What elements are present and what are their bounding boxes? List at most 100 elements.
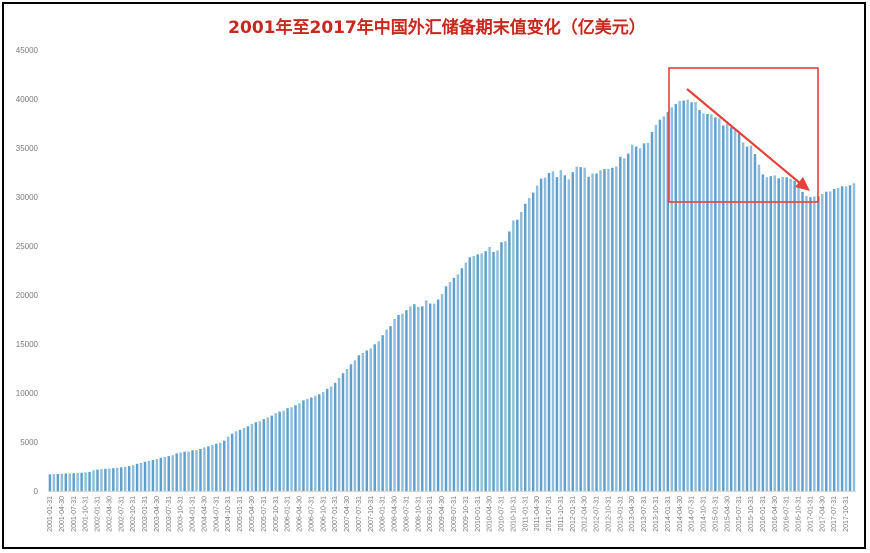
bar [135,463,139,491]
bar [401,313,404,491]
bar [56,474,60,491]
bar [492,251,495,491]
bar [607,168,610,491]
bar [230,433,234,491]
bar [646,142,650,491]
bar [623,158,626,492]
bar [547,172,551,492]
x-tick-label: 2009-04-30 [439,496,446,532]
bar [535,185,539,491]
bar [729,127,733,491]
bar [496,250,499,491]
bar [527,197,531,492]
bar [634,146,638,491]
y-tick-label: 25000 [16,242,39,251]
bar [219,442,222,491]
bar [575,166,578,491]
x-tick-label: 2003-07-31 [166,496,173,532]
bar [726,123,729,491]
bar [825,191,828,491]
bar [306,398,309,491]
bar [329,386,333,491]
x-tick-label: 2016-10-31 [796,496,803,532]
bar [199,448,202,491]
bar [813,196,816,491]
x-tick-label: 2007-04-30 [344,496,351,532]
x-tick-label: 2014-01-31 [665,496,672,532]
bar [611,167,614,492]
x-tick-label: 2002-04-30 [106,496,113,532]
bar [785,177,788,492]
x-tick-label: 2007-10-31 [368,496,375,532]
bar [250,423,254,491]
bar [409,306,412,491]
bar [171,455,174,491]
bar [92,470,95,491]
bar [357,355,361,491]
bar [80,472,83,491]
x-tick-label: 2005-01-31 [237,496,244,532]
bar [686,99,689,491]
bar [520,211,523,492]
bar [524,203,527,491]
x-tick-label: 2003-01-31 [142,496,149,532]
bar [844,186,848,491]
x-tick-label: 2014-04-30 [677,496,684,532]
x-tick-label: 2012-10-31 [605,496,612,532]
bar [674,104,677,491]
bar [254,422,258,491]
bar [127,466,131,491]
y-tick-label: 0 [34,487,39,496]
x-tick-label: 2009-01-31 [427,496,434,532]
bar [183,451,186,491]
bar [710,114,713,491]
bar [793,180,796,492]
y-tick-label: 10000 [16,389,39,398]
chart-title: 2001年至2017年中国外汇储备期末值变化（亿美元） [228,17,646,38]
bar [761,174,765,492]
bar [555,177,559,491]
x-tick-label: 2006-07-31 [308,496,315,532]
bar [599,170,602,491]
x-tick-label: 2013-10-31 [653,496,660,532]
bar [179,452,182,491]
bar [139,462,143,491]
x-tick-label: 2007-01-31 [332,496,339,532]
y-tick-label: 35000 [16,144,39,153]
x-tick-label: 2010-07-31 [499,496,506,532]
x-tick-label: 2015-01-31 [712,496,719,532]
bar [274,413,277,491]
bar [207,446,210,491]
x-tick-label: 2011-01-31 [522,496,529,531]
x-tick-label: 2001-01-31 [47,496,54,532]
bar [318,394,321,491]
x-tick-label: 2013-04-30 [629,496,636,532]
bar [769,176,773,491]
bar [238,429,242,491]
bar [702,113,705,491]
bar [108,468,111,491]
bar [480,253,483,491]
bar [714,117,717,491]
bar [512,220,515,491]
bar [377,341,380,491]
bar [615,166,618,492]
bar [630,144,634,492]
x-tick-label: 2005-10-31 [273,496,280,532]
bar [424,300,428,491]
bar [722,125,725,492]
bar [571,172,574,492]
bar [440,294,444,491]
x-tick-label: 2012-01-31 [570,496,577,532]
bar [203,447,206,491]
bar [270,415,273,491]
bar [333,382,337,491]
bar [131,465,135,491]
bar [666,112,670,491]
bar [753,154,757,491]
bar [258,421,262,491]
bar [603,169,606,491]
bar [757,164,761,491]
bar [310,397,313,491]
